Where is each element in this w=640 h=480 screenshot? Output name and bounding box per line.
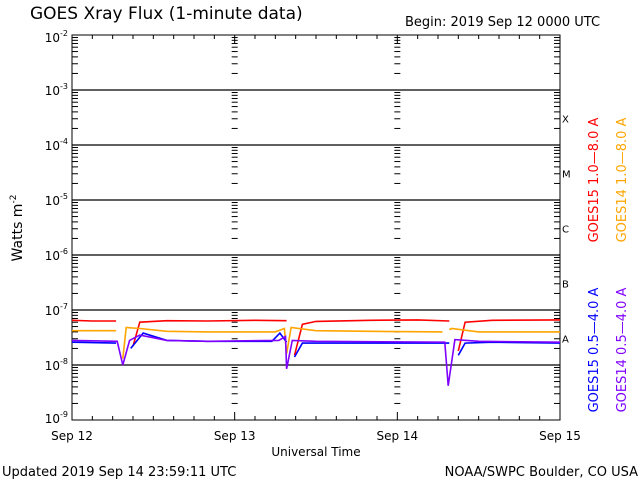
- series-line-1: [132, 319, 287, 347]
- flare-class-label: M: [562, 170, 571, 181]
- series-line-1: [457, 319, 561, 352]
- y-tick-label: 10-8: [45, 357, 68, 373]
- series-line-3: [457, 341, 561, 356]
- series-line-1: [71, 319, 117, 322]
- credit-label: NOAA/SWPC Boulder, CO USA: [445, 465, 638, 480]
- begin-label: Begin: 2019 Sep 12 0000 UTC: [405, 15, 600, 30]
- x-tick-label: Sep 13: [214, 429, 256, 443]
- x-axis-label: Universal Time: [271, 445, 360, 459]
- legend-entry: GOES14 0.5—4.0 A: [615, 287, 630, 412]
- legend-entry: GOES15 1.0—8.0 A: [587, 117, 602, 242]
- plot-frame: [71, 34, 561, 421]
- series-line-3: [293, 342, 450, 358]
- y-axis-label-group: Watts m-2: [9, 195, 26, 262]
- series-line-4: [71, 334, 561, 386]
- series-line-2: [122, 326, 443, 359]
- y-tick-label: 10-5: [45, 192, 68, 208]
- flare-class-label: A: [562, 335, 569, 346]
- y-tick-label: 10-4: [45, 137, 68, 153]
- y-tick-label: 10-6: [45, 247, 68, 263]
- flare-class-label: B: [562, 280, 569, 291]
- series-line-2: [448, 327, 560, 333]
- legend-entry: GOES15 0.5—4.0 A: [587, 287, 602, 412]
- y-tick-label: 10-2: [45, 29, 68, 45]
- chart-title: GOES Xray Flux (1-minute data): [30, 4, 303, 24]
- x-tick-label: Sep 14: [376, 429, 418, 443]
- updated-label: Updated 2019 Sep 14 23:59:11 UTC: [2, 465, 236, 480]
- y-tick-label: 10-9: [45, 410, 68, 426]
- flare-class-label: X: [562, 115, 569, 126]
- y-tick-label: 10-3: [45, 82, 68, 98]
- y-axis-label: Watts m: [10, 204, 26, 262]
- svg-text:Watts m-2: Watts m-2: [9, 195, 26, 262]
- flare-class-label: C: [562, 225, 569, 236]
- y-tick-label: 10-7: [45, 302, 68, 318]
- x-tick-label: Sep 12: [51, 429, 93, 443]
- series-line-3: [71, 341, 117, 344]
- series-line-1: [293, 319, 450, 356]
- y-axis-label-exponent: -2: [9, 195, 19, 204]
- legend-entry: GOES14 1.0—8.0 A: [615, 117, 630, 242]
- x-tick-label: Sep 15: [539, 429, 581, 443]
